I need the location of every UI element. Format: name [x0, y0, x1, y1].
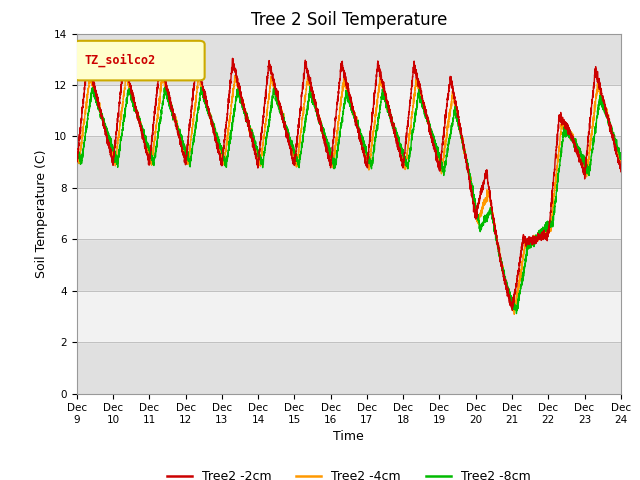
- X-axis label: Time: Time: [333, 431, 364, 444]
- FancyBboxPatch shape: [74, 41, 205, 80]
- Bar: [77, 85, 621, 136]
- Bar: [77, 291, 621, 342]
- Title: Tree 2 Soil Temperature: Tree 2 Soil Temperature: [251, 11, 447, 29]
- Bar: [77, 188, 621, 240]
- Legend: Tree2 -2cm, Tree2 -4cm, Tree2 -8cm: Tree2 -2cm, Tree2 -4cm, Tree2 -8cm: [162, 465, 536, 480]
- Text: TZ_soilco2: TZ_soilco2: [85, 54, 156, 67]
- Y-axis label: Soil Temperature (C): Soil Temperature (C): [35, 149, 48, 278]
